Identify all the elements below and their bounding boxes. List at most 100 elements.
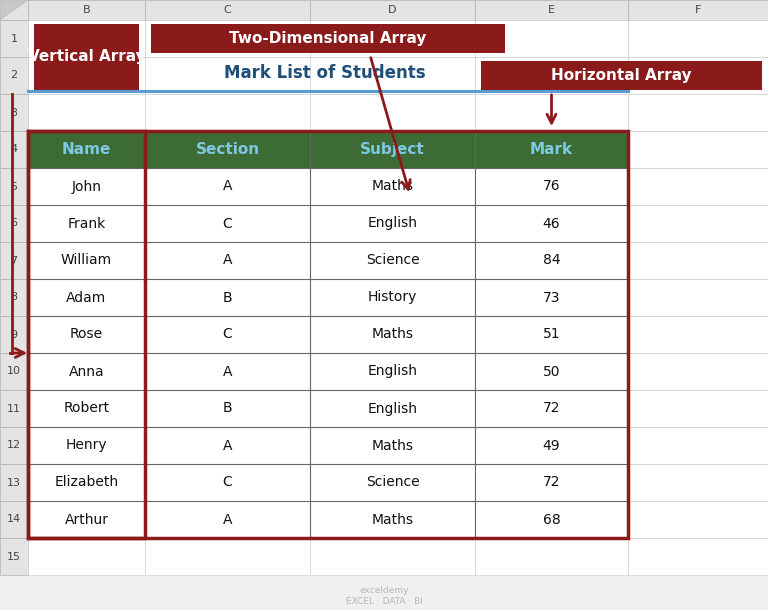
Text: 51: 51 [543,328,561,342]
Text: Subject: Subject [360,142,425,157]
Text: Section: Section [195,142,260,157]
Bar [0,168,28,205]
Bar [475,0,628,20]
Bar [28,168,145,205]
Text: 10: 10 [7,367,21,376]
Text: Rose: Rose [70,328,103,342]
Text: Maths: Maths [372,512,413,526]
Bar [628,168,768,205]
Bar [28,131,628,538]
Bar [475,501,628,538]
Bar [28,0,145,20]
Bar [628,20,768,57]
Bar [145,279,310,316]
Bar [145,205,310,242]
Bar [628,0,768,20]
Bar [310,353,475,390]
Bar [310,131,475,168]
Bar [310,57,475,94]
Text: English: English [368,365,418,378]
Bar [145,131,310,168]
Bar [628,464,768,501]
Bar [0,538,28,575]
Text: Science: Science [366,254,419,268]
Bar [0,57,28,94]
Bar [145,20,310,57]
Bar [28,427,145,464]
Text: Mark: Mark [530,142,573,157]
Text: exceldemy
EXCEL · DATA · BI: exceldemy EXCEL · DATA · BI [346,586,422,606]
Text: Elizabeth: Elizabeth [55,476,118,489]
Bar [145,538,310,575]
Text: A: A [223,365,232,378]
Bar [0,501,28,538]
Bar [475,168,628,205]
Text: English: English [368,217,418,231]
Bar [145,501,310,538]
Bar [28,131,145,168]
Text: A: A [223,512,232,526]
Bar [145,427,310,464]
Bar [628,353,768,390]
Text: William: William [61,254,112,268]
Text: 14: 14 [7,514,21,525]
Text: 50: 50 [543,365,560,378]
Bar [0,131,28,168]
Bar [310,501,475,538]
Text: E: E [548,5,555,15]
Bar [475,316,628,353]
Bar [475,538,628,575]
Bar [145,57,310,94]
Bar [475,242,628,279]
Bar [145,168,310,205]
Bar [628,501,768,538]
Text: 84: 84 [543,254,561,268]
Bar [145,94,310,131]
Bar [28,390,145,427]
Bar [0,0,28,20]
Text: 6: 6 [11,218,18,229]
Text: 46: 46 [543,217,561,231]
Bar [0,316,28,353]
Bar [28,20,145,57]
Bar [628,57,768,94]
Text: History: History [368,290,417,304]
Text: 3: 3 [11,107,18,118]
Bar [28,538,145,575]
Bar [34,24,139,90]
Text: 9: 9 [11,329,18,340]
Bar [475,353,628,390]
Bar [310,464,475,501]
Bar [28,353,145,390]
Bar [0,279,28,316]
Bar [628,94,768,131]
Bar [475,57,628,94]
Text: Name: Name [61,142,111,157]
Text: Two-Dimensional Array: Two-Dimensional Array [230,31,427,46]
Text: B: B [223,290,232,304]
Bar [0,242,28,279]
Bar [310,538,475,575]
Bar [475,427,628,464]
Text: 12: 12 [7,440,21,451]
Bar [145,0,310,20]
Text: A: A [223,439,232,453]
Bar [310,94,475,131]
Text: Adam: Adam [66,290,107,304]
Bar [310,0,475,20]
Text: Arthur: Arthur [65,512,108,526]
Bar [310,390,475,427]
Bar [475,131,628,168]
Text: 13: 13 [7,478,21,487]
Bar [28,242,145,279]
Text: B: B [83,5,91,15]
Bar [0,20,28,57]
Bar [475,279,628,316]
Bar [0,353,28,390]
Bar [145,131,310,168]
Bar [310,242,475,279]
Text: 4: 4 [11,145,18,154]
Text: John: John [71,179,101,193]
Bar [628,390,768,427]
Text: Anna: Anna [68,365,104,378]
